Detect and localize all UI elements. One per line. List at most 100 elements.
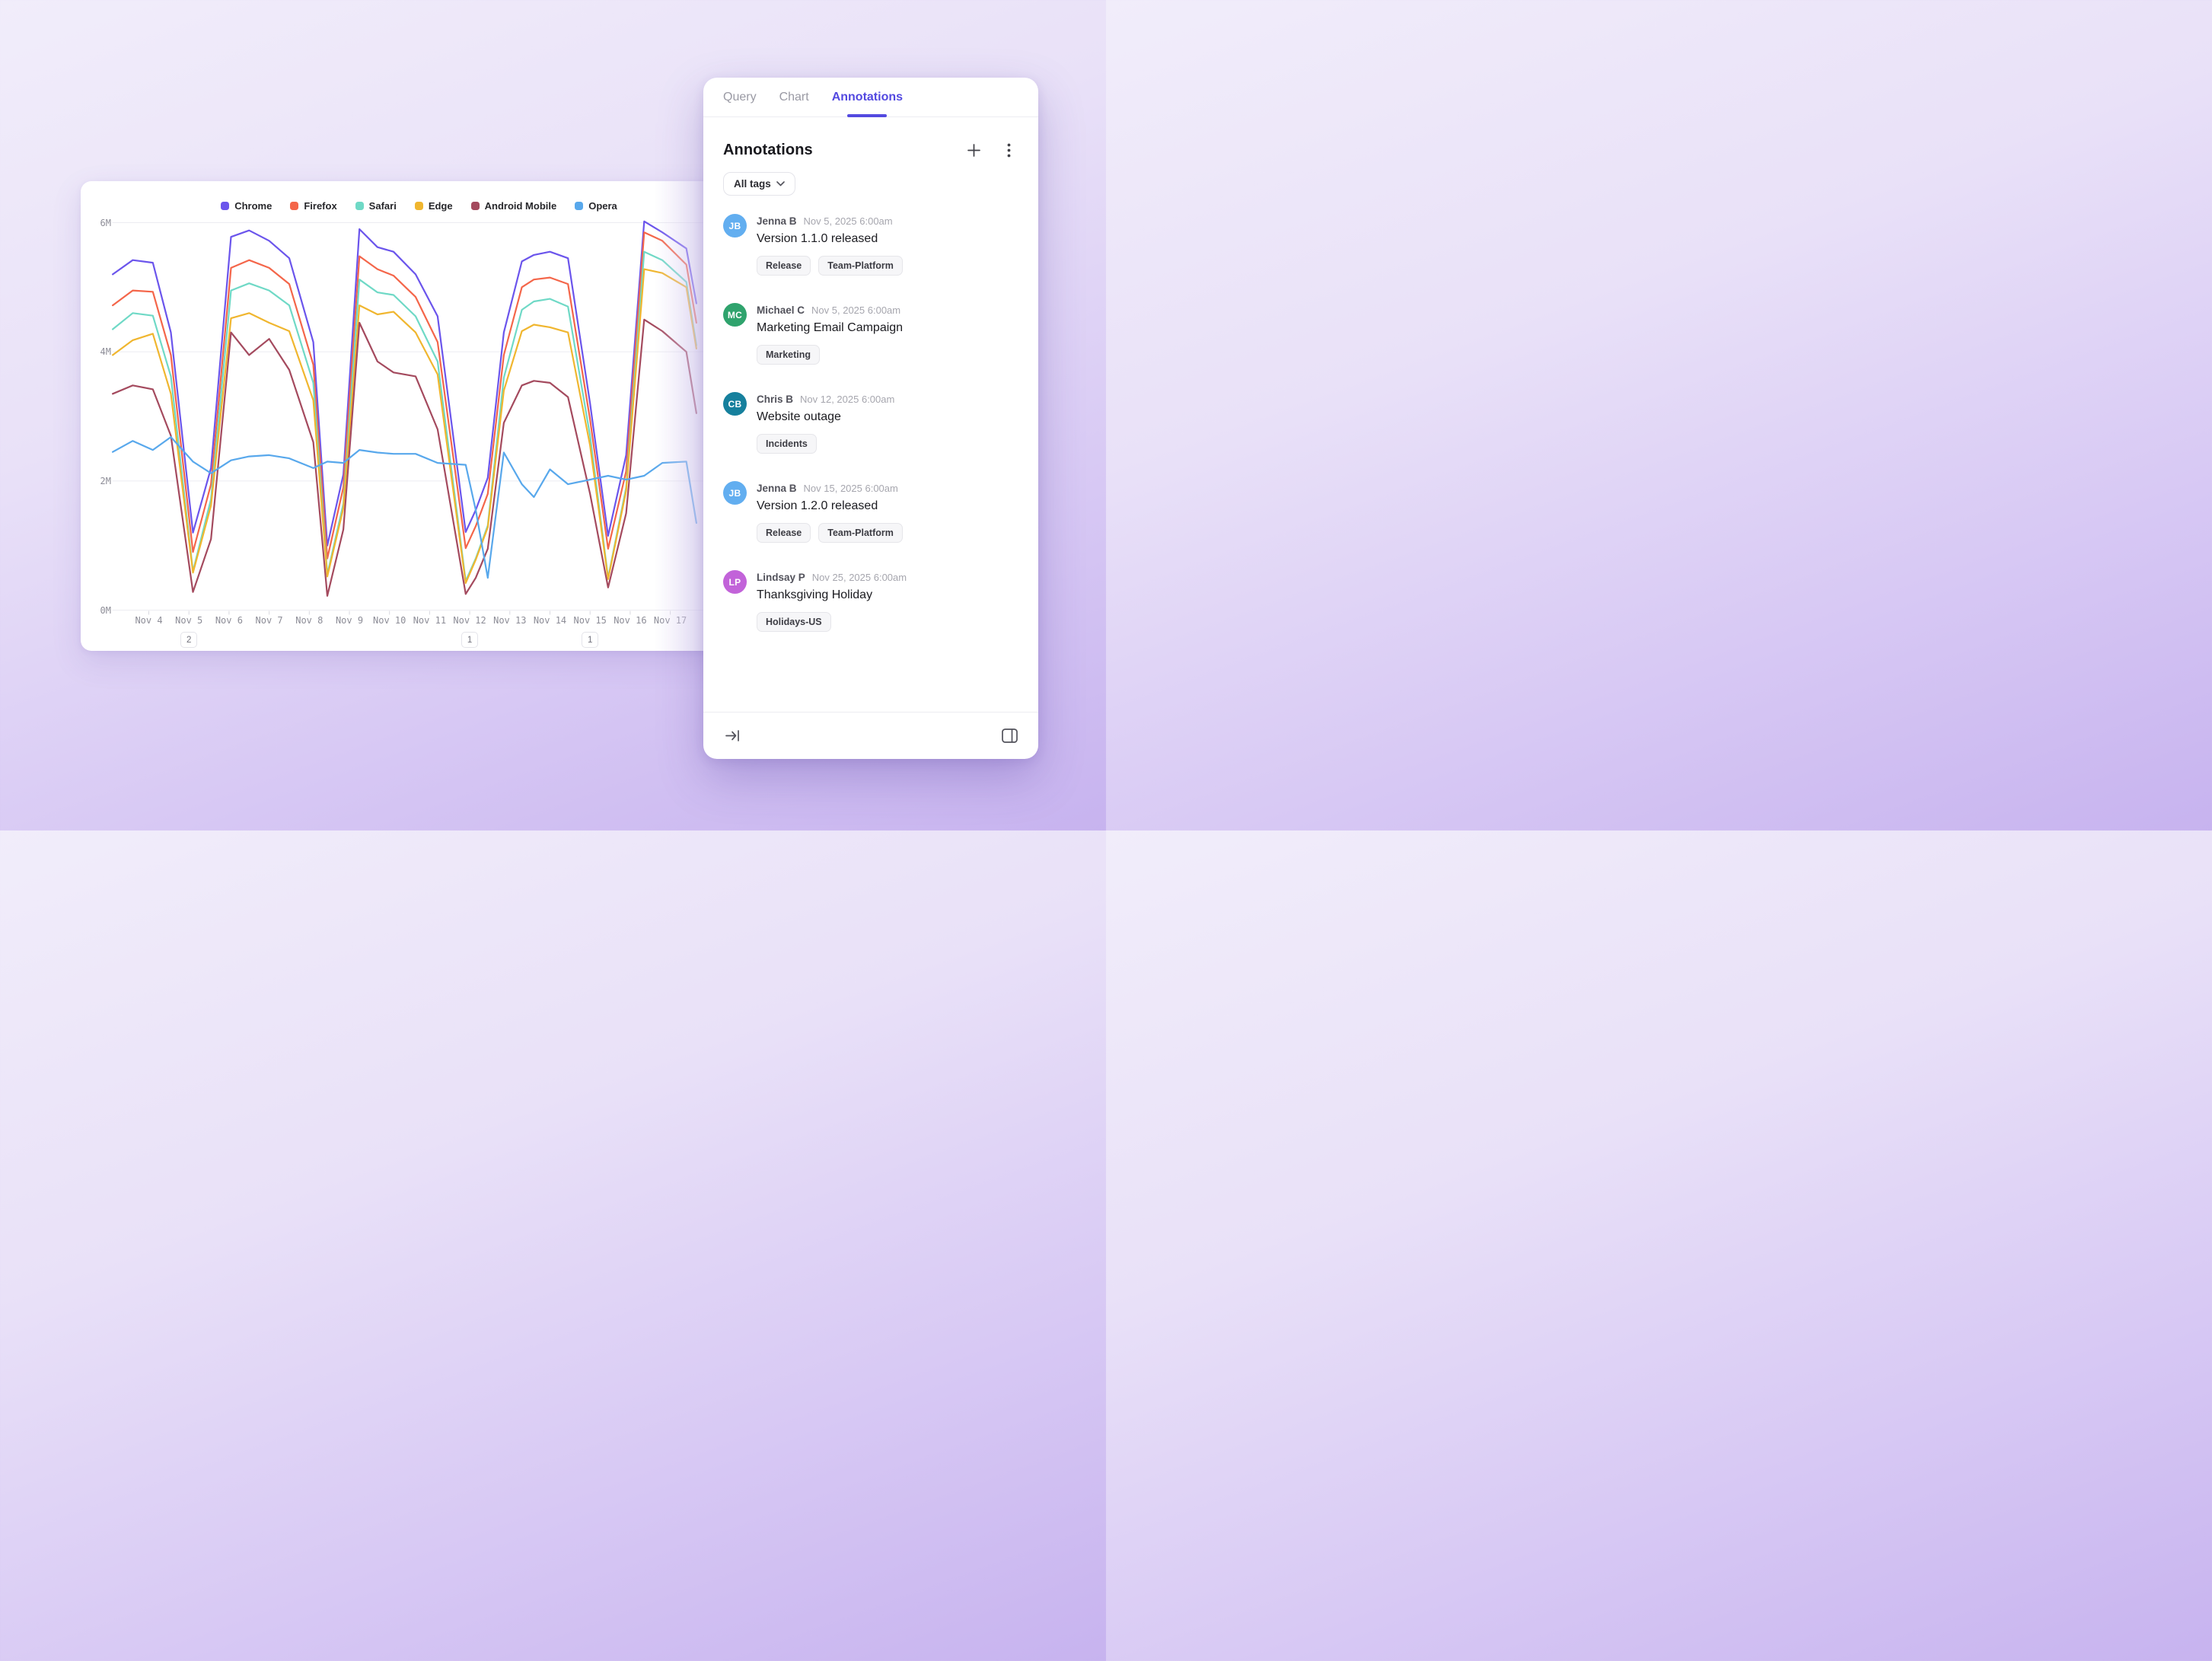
annotation-title: Version 1.1.0 released (757, 232, 878, 245)
x-axis-label: Nov 8 (295, 615, 324, 626)
legend-label: Opera (588, 199, 617, 212)
annotation-count-badge[interactable]: 1 (582, 632, 599, 648)
panel-footer (703, 712, 1038, 759)
annotation-author: Michael C (757, 304, 805, 316)
annotation-tags: Marketing (757, 345, 1018, 365)
legend-item-safari[interactable]: Safari (355, 200, 397, 212)
avatar: JB (723, 214, 747, 238)
chart-legend: Chrome Firefox Safari Edge Android Mobile Ope… (113, 198, 725, 213)
annotation-author: Jenna B (757, 215, 797, 227)
legend-item-firefox[interactable]: Firefox (290, 199, 337, 212)
x-axis-label: Nov 12 (453, 615, 486, 626)
annotation-tags: Incidents (757, 434, 1018, 454)
x-axis-label: Nov 16 (614, 615, 647, 626)
annotation-tag: Incidents (757, 434, 817, 454)
legend-swatch (470, 201, 480, 210)
chevron-down-icon (776, 181, 785, 187)
annotation-tags: Release Team-Platform (757, 523, 1018, 543)
kebab-menu-icon (1007, 143, 1010, 157)
annotation-item[interactable]: CB Chris B Nov 12, 2025 6:00am Website o… (723, 392, 1018, 454)
legend-swatch (221, 201, 230, 210)
annotation-timestamp: Nov 25, 2025 6:00am (811, 572, 907, 583)
legend-item-opera[interactable]: Opera (575, 200, 617, 212)
x-axis-label: Nov 17 (653, 615, 687, 626)
avatar-initials: MC (727, 309, 743, 320)
panel-body: Annotations All tags JB Jenna B (703, 117, 1038, 712)
annotation-count-badge[interactable]: 2 (180, 632, 198, 648)
legend-swatch (414, 201, 423, 210)
x-axis-label: Nov 10 (373, 615, 406, 626)
annotation-timestamp: Nov 15, 2025 6:00am (803, 483, 898, 494)
tags-filter-label: All tags (734, 178, 771, 190)
panel-tabs: Query Chart Annotations (703, 78, 1038, 117)
legend-item-chrome[interactable]: Chrome (221, 200, 272, 212)
x-axis-label: Nov 7 (255, 615, 283, 626)
tab-chart[interactable]: Chart (779, 90, 809, 104)
annotation-title: Thanksgiving Holiday (757, 588, 873, 601)
avatar: JB (723, 481, 747, 505)
annotation-item[interactable]: JB Jenna B Nov 15, 2025 6:00am Version 1… (723, 481, 1018, 543)
more-options-button[interactable] (999, 140, 1018, 160)
annotation-count-badge[interactable]: 1 (461, 632, 479, 648)
x-axis-label: Nov 5 (175, 615, 203, 626)
tab-query[interactable]: Query (723, 90, 757, 104)
tab-annotations-label: Annotations (831, 90, 904, 104)
y-axis-label: 2M (100, 475, 111, 486)
annotation-title: Website outage (757, 410, 841, 423)
x-axis-label: Nov 13 (493, 615, 527, 626)
avatar-initials: JB (728, 220, 741, 231)
line-chart (111, 220, 725, 615)
plus-icon (967, 143, 980, 157)
x-axis-label: Nov 11 (413, 615, 447, 626)
annotation-item[interactable]: LP Lindsay P Nov 25, 2025 6:00am Thanksg… (723, 570, 1018, 632)
avatar-initials: CB (728, 398, 742, 410)
legend-swatch (290, 201, 299, 210)
annotation-item[interactable]: JB Jenna B Nov 5, 2025 6:00am Version 1.… (723, 214, 1018, 276)
annotation-title: Marketing Email Campaign (757, 321, 904, 334)
series-line-android-mobile (111, 318, 698, 597)
tab-annotations[interactable]: Annotations (831, 78, 904, 117)
legend-swatch (355, 201, 364, 210)
avatar: MC (723, 303, 747, 327)
x-axis-label: Nov 14 (533, 615, 567, 626)
collapse-panel-button[interactable] (722, 725, 743, 747)
legend-label: Safari (368, 199, 397, 212)
annotation-author: Lindsay P (757, 572, 805, 583)
legend-label: Android Mobile (484, 199, 557, 212)
annotation-title: Version 1.2.0 released (757, 499, 878, 512)
avatar: LP (723, 570, 747, 594)
series-line-edge (111, 268, 698, 585)
annotation-tag: Holidays-US (757, 612, 831, 632)
split-panel-icon (1001, 728, 1018, 743)
annotation-tag: Team-Platform (818, 256, 903, 276)
legend-swatch (575, 201, 584, 210)
layout-toggle-button[interactable] (999, 725, 1020, 747)
x-axis-label: Nov 6 (215, 615, 243, 626)
x-axis-label: Nov 15 (573, 615, 607, 626)
arrow-to-bar-icon (725, 730, 739, 741)
x-axis-label: Nov 9 (335, 615, 364, 626)
series-line-firefox (111, 231, 698, 560)
annotation-timestamp: Nov 5, 2025 6:00am (803, 215, 893, 227)
y-axis-label: 4M (100, 346, 111, 358)
panel-header-actions (964, 140, 1018, 160)
panel-header: Annotations (723, 140, 1018, 160)
annotation-timestamp: Nov 5, 2025 6:00am (811, 304, 901, 316)
x-axis-label: Nov 4 (135, 615, 163, 626)
legend-item-edge[interactable]: Edge (414, 200, 453, 212)
annotation-author: Chris B (757, 394, 794, 405)
annotation-tags: Holidays-US (757, 612, 1018, 632)
annotation-tag: Marketing (757, 345, 821, 365)
side-panel: Query Chart Annotations Annotations (703, 78, 1038, 759)
chart-card: Chrome Firefox Safari Edge Android Mobile Ope… (81, 181, 727, 651)
add-annotation-button[interactable] (964, 140, 983, 160)
legend-label: Firefox (304, 199, 337, 212)
series-line-opera (111, 436, 698, 579)
legend-item-android-mobile[interactable]: Android Mobile (470, 199, 557, 212)
y-axis-label: 0M (100, 604, 111, 616)
tags-filter-dropdown[interactable]: All tags (723, 172, 795, 196)
annotation-tag: Release (757, 523, 811, 543)
avatar: CB (723, 392, 747, 416)
annotation-author: Jenna B (757, 483, 797, 494)
annotation-item[interactable]: MC Michael C Nov 5, 2025 6:00am Marketin… (723, 303, 1018, 365)
